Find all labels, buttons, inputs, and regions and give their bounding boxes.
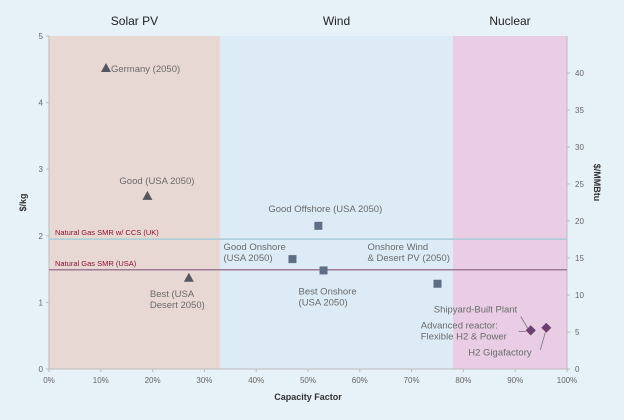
y-tick-label: 3 <box>39 165 44 174</box>
point-label-line: Best Onshore <box>299 286 357 297</box>
point-label: Best (USA Desert 2050) <box>150 289 205 311</box>
diamond-marker-3 <box>541 322 552 333</box>
region-1 <box>49 36 220 369</box>
region-2 <box>219 36 454 369</box>
y2-tick-label: 30 <box>575 143 584 152</box>
point-label-line: Onshore Wind <box>368 242 429 253</box>
y-tick-label: 1 <box>39 298 44 307</box>
x-tick-label: 70% <box>404 376 420 385</box>
point-label-line: Good (USA 2050) <box>119 176 194 187</box>
y-tick-label: 5 <box>39 32 44 41</box>
reference-line-label-2: Natural Gas SMR (USA) <box>55 259 137 268</box>
region-title-2: Wind <box>323 14 350 28</box>
square-marker-1 <box>314 221 323 230</box>
x-axis-title: Capacity Factor <box>274 392 342 402</box>
y2-tick-label: 40 <box>575 69 584 78</box>
point-label-line: Germany (2050) <box>111 64 180 75</box>
point-label: Good Onshore (USA 2050) <box>223 242 285 264</box>
point-label: Advanced reactor: Flexible H2 & Power <box>421 320 507 342</box>
triangle-marker-1 <box>100 62 111 72</box>
point-label: H2 Gigafactory <box>468 348 532 359</box>
x-tick-label: 60% <box>352 376 368 385</box>
point-label: Germany (2050) <box>111 64 180 75</box>
point-label-line: H2 Gigafactory <box>468 348 532 359</box>
y2-tick-label: 20 <box>575 217 584 226</box>
square-marker-4 <box>433 279 442 288</box>
point-label: Best Onshore (USA 2050) <box>299 286 357 308</box>
x-tick-label: 90% <box>507 376 523 385</box>
x-tick-label: 10% <box>93 376 109 385</box>
x-tick-label: 80% <box>455 376 471 385</box>
point-label-line: Good Offshore (USA 2050) <box>268 204 382 215</box>
x-tick-label: 20% <box>145 376 161 385</box>
x-tick-label: 0% <box>43 376 55 385</box>
y2-tick-label: 5 <box>575 328 580 337</box>
connector-line <box>539 332 546 350</box>
y-axis-title: $/kg <box>18 193 28 211</box>
point-label-line: Best (USA <box>150 289 195 300</box>
y2-axis-title: $/MMBtu <box>592 164 602 202</box>
point-label-line: Advanced reactor: <box>421 320 498 331</box>
square-marker-2 <box>288 255 297 264</box>
y2-tick-label: 25 <box>575 180 584 189</box>
x-tick-label: 50% <box>300 376 316 385</box>
y-tick-label: 2 <box>39 232 44 241</box>
diamond-marker-2 <box>525 325 536 336</box>
y2-tick-label: 10 <box>575 291 584 300</box>
reference-line-label-1: Natural Gas SMR w/ CCS (UK) <box>55 228 159 237</box>
point-label: Onshore Wind & Desert PV (2050) <box>368 242 450 264</box>
y2-tick-label: 35 <box>575 106 584 115</box>
point-label-line: (USA 2050) <box>299 297 348 308</box>
point-label-line: Good Onshore <box>223 242 285 253</box>
point-label-line: Desert 2050) <box>150 300 205 311</box>
x-tick-label: 40% <box>248 376 264 385</box>
point-label: Shipyard-Built Plant <box>434 304 518 315</box>
point-label-line: Shipyard-Built Plant <box>434 304 518 315</box>
point-label-line: Flexible H2 & Power <box>421 331 507 342</box>
triangle-marker-3 <box>183 272 194 282</box>
square-marker-3 <box>319 266 328 275</box>
x-tick-label: 100% <box>557 376 577 385</box>
point-label: Good (USA 2050) <box>119 176 194 187</box>
y2-tick-label: 0 <box>575 365 580 374</box>
region-3 <box>453 36 567 369</box>
y2-tick-label: 15 <box>575 254 584 263</box>
connector-line <box>520 316 529 329</box>
y-tick-label: 4 <box>39 99 44 108</box>
region-title-3: Nuclear <box>489 14 530 28</box>
y-tick-label: 0 <box>39 365 44 374</box>
x-tick-label: 30% <box>196 376 212 385</box>
triangle-marker-2 <box>142 190 153 200</box>
point-label-line: & Desert PV (2050) <box>368 253 450 264</box>
point-label-line: (USA 2050) <box>223 253 272 264</box>
point-label: Good Offshore (USA 2050) <box>268 204 382 215</box>
region-title-1: Solar PV <box>111 14 158 28</box>
